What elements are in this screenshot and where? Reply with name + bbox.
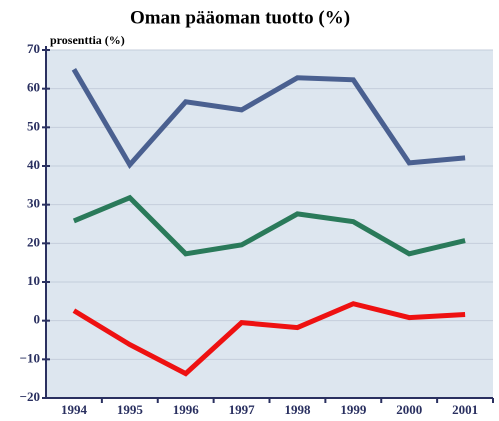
x-tick-label: 1995	[117, 402, 144, 417]
series-line	[72, 194, 466, 257]
y-tick-label: 20	[27, 234, 40, 249]
y-tick-label: −10	[20, 350, 40, 365]
x-tick-label: 1998	[284, 402, 311, 417]
y-tick-label: 40	[27, 157, 40, 172]
y-tick-label: 0	[34, 312, 41, 327]
y-tick-label: 70	[27, 41, 40, 56]
y-tick-label: 60	[27, 80, 40, 95]
series-line	[71, 68, 466, 170]
y-tick-label: −20	[20, 389, 40, 404]
x-tick-label: 1997	[229, 402, 256, 417]
chart-title: Oman pääoman tuotto (%)	[130, 7, 350, 28]
y-tick-label: 10	[27, 273, 40, 288]
plot-area	[46, 50, 493, 398]
x-tick-label: 1994	[61, 402, 88, 417]
y-tick-label: 50	[27, 118, 40, 133]
y-axis-label: prosenttia (%)	[50, 33, 125, 47]
x-tick-label: 1999	[340, 402, 367, 417]
series-line	[72, 301, 466, 377]
x-tick-label: 2001	[452, 402, 478, 417]
x-tick-label: 2000	[396, 402, 422, 417]
x-tick-label: 1996	[173, 402, 200, 417]
y-tick-label: 30	[27, 196, 40, 211]
